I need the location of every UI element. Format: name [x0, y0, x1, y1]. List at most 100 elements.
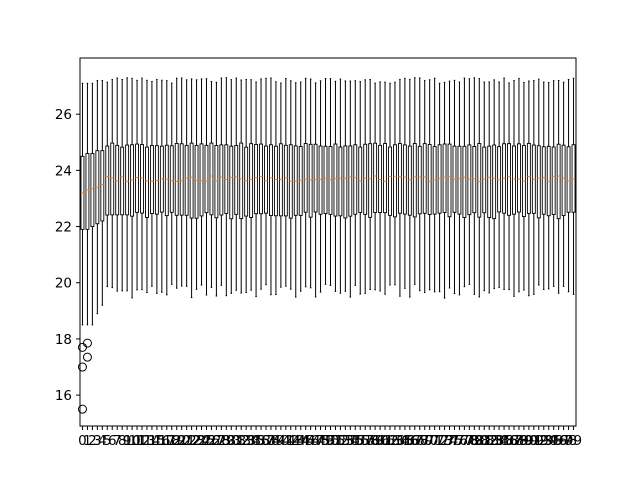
box-body-46 [308, 143, 313, 218]
box-body-2 [90, 153, 95, 227]
box-65 [402, 77, 407, 289]
outlier-0-1 [77, 362, 87, 372]
box-42 [288, 80, 293, 290]
box-89 [521, 81, 526, 291]
box-94 [546, 82, 551, 290]
x-tick-label-59: 59 [367, 433, 384, 449]
x-tick-label-9: 9 [123, 433, 132, 449]
box-body-44 [298, 146, 303, 216]
x-tick-label-23: 23 [188, 433, 205, 449]
box-body-37 [264, 145, 268, 214]
x-tick-label-35: 35 [247, 433, 264, 449]
box-33 [244, 78, 249, 294]
box-body-47 [313, 143, 318, 213]
x-tick-label-4: 4 [98, 433, 107, 449]
box-body-4 [100, 150, 105, 222]
box-70 [427, 79, 432, 291]
x-tick-label-14: 14 [143, 433, 160, 449]
box-39 [273, 81, 278, 296]
box-body-21 [184, 144, 189, 216]
box-57 [363, 79, 368, 294]
x-tick-label-24: 24 [193, 433, 210, 449]
box-body-34 [249, 143, 254, 218]
box-17 [164, 80, 169, 296]
box-body-90 [526, 142, 531, 214]
x-tick-label-77: 77 [456, 433, 473, 449]
x-tick-label-79: 79 [466, 433, 483, 449]
box-47 [313, 82, 318, 298]
x-tick-label-48: 48 [312, 433, 329, 449]
outlier-1-1 [82, 338, 92, 348]
box-12 [140, 77, 144, 291]
box-body-60 [378, 144, 383, 213]
x-tick-label-36: 36 [252, 433, 269, 449]
boxes [77, 77, 576, 414]
box-body-39 [273, 145, 278, 217]
box-body-1 [85, 153, 90, 230]
box-34 [249, 79, 254, 291]
box-body-5 [105, 145, 110, 216]
box-body-68 [417, 145, 422, 215]
x-tick-label-5: 5 [103, 433, 112, 449]
box-5 [105, 81, 110, 288]
x-tick-label-46: 46 [302, 433, 319, 449]
x-tick-label-47: 47 [307, 433, 324, 449]
box-37 [264, 77, 268, 286]
box-4 [100, 79, 105, 306]
box-76 [457, 81, 462, 296]
box-body-62 [388, 146, 392, 216]
box-body-49 [323, 145, 328, 214]
box-63 [393, 81, 397, 286]
box-28 [219, 77, 224, 286]
x-tick-label-71: 71 [426, 433, 443, 449]
x-tick-label-60: 60 [371, 433, 388, 449]
x-tick-label-85: 85 [495, 433, 512, 449]
x-tick-label-88: 88 [510, 433, 527, 449]
x-tick-label-1: 1 [83, 433, 92, 449]
box-8 [120, 79, 125, 292]
x-tick-label-73: 73 [436, 433, 453, 449]
x-tick-label-17: 17 [158, 433, 175, 449]
x-tick-label-53: 53 [337, 433, 354, 449]
box-98 [566, 78, 571, 293]
x-tick-label-90: 90 [520, 433, 537, 449]
box-73 [442, 81, 447, 299]
box-90 [526, 80, 531, 297]
y-tick-label-16: 16 [55, 388, 72, 404]
box-77 [462, 77, 467, 288]
x-tick-label-33: 33 [238, 433, 255, 449]
box-body-51 [333, 143, 338, 217]
box-body-55 [353, 144, 358, 215]
box-48 [318, 80, 323, 293]
box-body-19 [174, 142, 179, 216]
x-tick-label-62: 62 [381, 433, 398, 449]
x-tick-label-75: 75 [446, 433, 463, 449]
box-body-12 [140, 144, 144, 214]
box-body-38 [269, 144, 273, 217]
x-axis: 0123456789101112131415161718192021222324… [78, 426, 582, 449]
x-tick-label-29: 29 [218, 433, 235, 449]
x-tick-label-66: 66 [401, 433, 418, 449]
x-tick-label-22: 22 [183, 433, 200, 449]
x-tick-label-83: 83 [486, 433, 503, 449]
outlier-1-0 [82, 352, 92, 362]
box-50 [328, 78, 333, 286]
x-tick-label-8: 8 [118, 433, 127, 449]
box-87 [512, 80, 516, 297]
x-tick-label-26: 26 [203, 433, 220, 449]
x-tick-label-16: 16 [153, 433, 170, 449]
box-body-6 [110, 142, 115, 216]
box-7 [115, 77, 120, 292]
x-tick-label-43: 43 [287, 433, 304, 449]
box-body-50 [328, 146, 333, 215]
box-29 [224, 77, 229, 297]
box-23 [194, 79, 199, 290]
box-45 [303, 77, 308, 288]
x-tick-label-70: 70 [421, 433, 438, 449]
box-21 [184, 79, 189, 287]
x-tick-label-55: 55 [347, 433, 364, 449]
box-body-58 [368, 143, 373, 218]
y-tick-label-20: 20 [55, 276, 72, 292]
y-tick-label-26: 26 [55, 107, 72, 123]
box-19 [174, 77, 179, 289]
